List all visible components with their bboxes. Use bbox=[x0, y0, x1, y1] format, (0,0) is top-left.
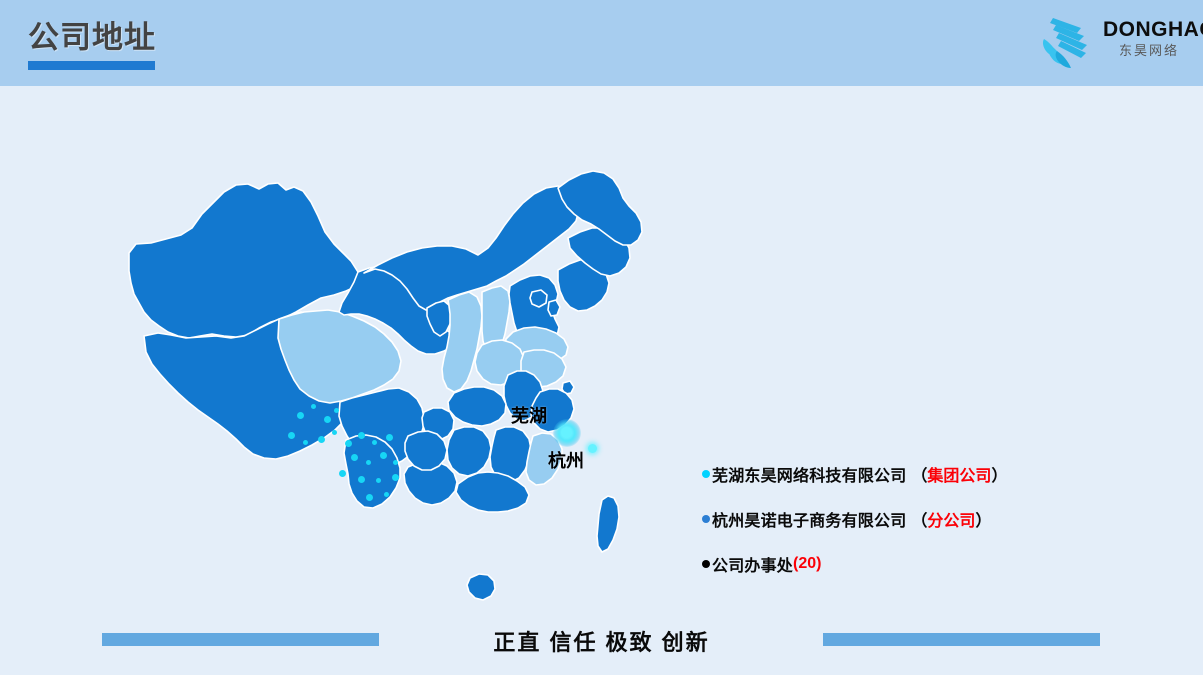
office-dot bbox=[339, 470, 346, 477]
title-block: 公司地址 bbox=[28, 18, 156, 70]
office-dot bbox=[392, 474, 399, 481]
legend-paren-close: ） bbox=[991, 468, 1008, 485]
legend-paren-open: （ bbox=[911, 468, 928, 485]
legend-bullet-cyan bbox=[702, 470, 710, 478]
city-label-hangzhou: 杭州 bbox=[548, 451, 584, 471]
office-dot bbox=[372, 440, 377, 445]
legend-item-label: 芜湖东昊网络科技有限公司 bbox=[712, 468, 907, 485]
province-hubei bbox=[447, 386, 507, 427]
china-map bbox=[96, 140, 666, 610]
logo-text-block: DONGHAO 东昊网络 bbox=[1103, 18, 1203, 60]
office-dot bbox=[358, 432, 365, 439]
office-dot bbox=[297, 412, 304, 419]
legend: 芜湖东昊网络科技有限公司 （ 集团公司 ） 杭州昊诺电子商务有限公司 （ 分公司… bbox=[702, 462, 1032, 597]
city-shanghai bbox=[561, 380, 575, 395]
province-inner-mongolia bbox=[363, 185, 580, 311]
province-hainan bbox=[466, 573, 496, 601]
branch-marker[interactable] bbox=[588, 444, 597, 453]
legend-item-label: 公司办事处 bbox=[712, 558, 794, 575]
province-heilongjiang bbox=[557, 170, 643, 246]
office-dot bbox=[376, 478, 381, 483]
legend-item-highlight: 集团公司 bbox=[927, 468, 992, 485]
headquarters-marker[interactable] bbox=[561, 427, 572, 438]
province-jiangxi bbox=[489, 426, 532, 483]
office-dot bbox=[311, 404, 316, 409]
china-map-svg bbox=[128, 170, 643, 601]
office-dot bbox=[366, 494, 373, 501]
title-underline bbox=[28, 61, 155, 70]
legend-paren-close: ） bbox=[975, 513, 992, 530]
city-label-wuhu: 芜湖 bbox=[511, 406, 547, 426]
office-dot bbox=[318, 436, 325, 443]
wing-feather-icon bbox=[1041, 12, 1103, 70]
city-beijing bbox=[529, 289, 548, 308]
footer-slogan: 正直 信任 极致 创新 bbox=[493, 630, 710, 655]
legend-bullet-blue bbox=[702, 515, 710, 523]
office-dot bbox=[386, 434, 393, 441]
province-guangdong bbox=[455, 471, 530, 513]
province-ningxia bbox=[426, 300, 453, 337]
office-dot bbox=[384, 492, 389, 497]
office-dot bbox=[334, 408, 339, 413]
province-hunan bbox=[446, 426, 492, 477]
logo-subtitle: 东昊网络 bbox=[1118, 43, 1179, 58]
province-shaanxi bbox=[441, 291, 483, 393]
legend-item[interactable]: 芜湖东昊网络科技有限公司 （ 集团公司 ） bbox=[702, 462, 1032, 486]
legend-item-label: 杭州昊诺电子商务有限公司 bbox=[712, 513, 907, 530]
province-guizhou bbox=[404, 430, 448, 471]
province-taiwan bbox=[596, 495, 620, 553]
office-dot bbox=[303, 440, 308, 445]
legend-bullet-black bbox=[702, 560, 710, 568]
legend-paren-open: （ bbox=[911, 513, 928, 530]
page-title: 公司地址 bbox=[28, 20, 156, 55]
office-dot bbox=[380, 452, 387, 459]
company-logo: DONGHAO 东昊网络 bbox=[1041, 8, 1203, 74]
legend-item-highlight: (20) bbox=[793, 555, 822, 572]
office-dot bbox=[358, 476, 365, 483]
legend-item[interactable]: 公司办事处 (20) bbox=[702, 552, 1032, 576]
office-dot bbox=[288, 432, 295, 439]
footer-bar-right bbox=[823, 633, 1100, 646]
office-dot bbox=[324, 416, 331, 423]
city-tianjin bbox=[547, 299, 561, 317]
office-dot bbox=[332, 430, 337, 435]
office-dot bbox=[366, 460, 371, 465]
legend-item-highlight: 分公司 bbox=[927, 513, 976, 530]
slide-header: 公司地址 bbox=[0, 0, 1203, 86]
office-dot bbox=[345, 440, 352, 447]
office-dot bbox=[393, 460, 398, 465]
office-dot bbox=[351, 454, 358, 461]
logo-name: DONGHAO bbox=[1103, 18, 1203, 41]
province-qinghai bbox=[277, 309, 402, 404]
footer-bar-left bbox=[102, 633, 379, 646]
legend-item[interactable]: 杭州昊诺电子商务有限公司 （ 分公司 ） bbox=[702, 507, 1032, 531]
